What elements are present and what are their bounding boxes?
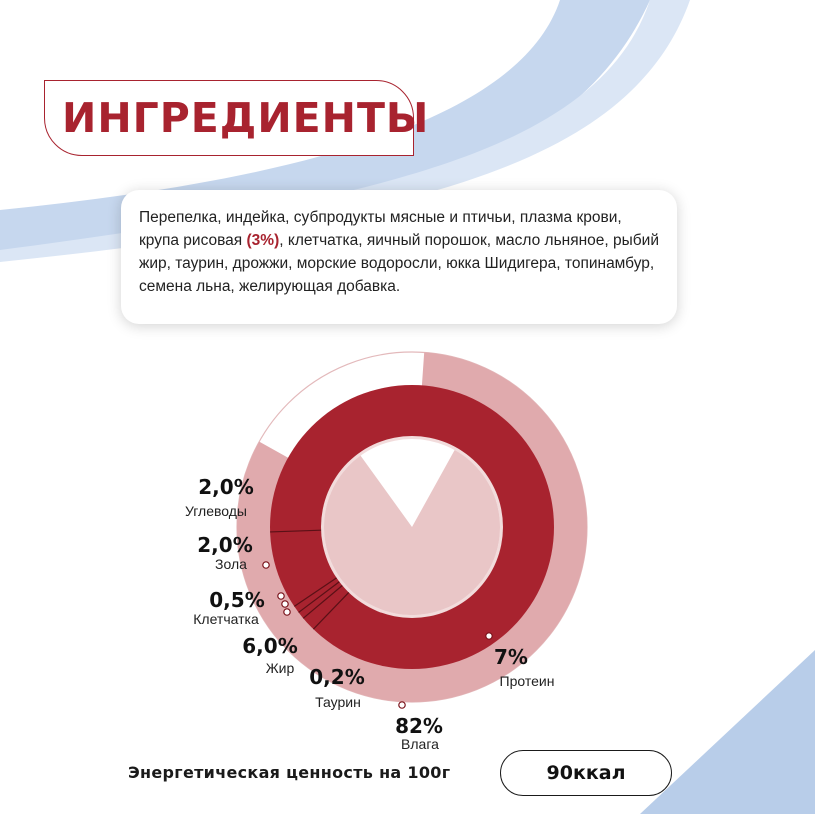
slice-6-value-label: 0,2%	[309, 665, 364, 689]
slice-2-value-label: 6,0%	[242, 634, 297, 658]
slice-2-marker	[277, 592, 285, 600]
slice-5-name-label: Клетчатка	[193, 611, 259, 627]
ingredients-card: Перепелка, индейка, субпродукты мясные и…	[121, 190, 677, 324]
slice-1-marker	[485, 632, 493, 640]
ring-divider-2	[298, 581, 340, 613]
energy-value-badge: 90ккал	[500, 750, 672, 796]
rice-percentage-highlight: (3%)	[246, 232, 280, 249]
blue-triangle-bottom-right	[640, 650, 815, 814]
title-frame	[44, 80, 414, 156]
slice-5-value-label: 0,5%	[209, 588, 264, 612]
slice-2-name-label: Жир	[266, 660, 295, 676]
slice-0-value-label: 82%	[395, 714, 443, 738]
ring-divider-3	[302, 585, 343, 619]
ingredients-text: Перепелка, индейка, субпродукты мясные и…	[139, 206, 659, 298]
ring-divider-1	[293, 577, 337, 607]
ring-divider-0	[270, 529, 322, 533]
slice-4-marker	[262, 561, 270, 569]
slice-4-value-label: 2,0%	[197, 533, 252, 557]
slice-0-marker	[398, 701, 406, 709]
slice-0-name-label: Влага	[401, 736, 439, 752]
slice-4-name-label: Зола	[215, 556, 247, 572]
ingredients-text-part-2: , клетчатка, яичный порошок, масло льнян…	[139, 232, 659, 295]
page-title: ИНГРЕДИЕНТЫ	[62, 94, 430, 142]
slice-3-name-label: Углеводы	[185, 503, 247, 519]
slice-1-value-label: 7%	[494, 645, 528, 669]
slice-5-marker	[283, 608, 291, 616]
slice-moisture-center	[324, 450, 501, 616]
slice-6-name-label: Таурин	[315, 694, 361, 710]
slice-3-value-label: 2,0%	[198, 475, 253, 499]
slice-6-marker	[281, 600, 289, 608]
ring-divider-4	[312, 592, 350, 630]
slice-1-name-label: Протеин	[500, 673, 555, 689]
ingredients-text-part-1: Перепелка, индейка, субпродукты мясные и…	[139, 209, 622, 249]
energy-label: Энергетическая ценность на 100г	[128, 763, 451, 782]
